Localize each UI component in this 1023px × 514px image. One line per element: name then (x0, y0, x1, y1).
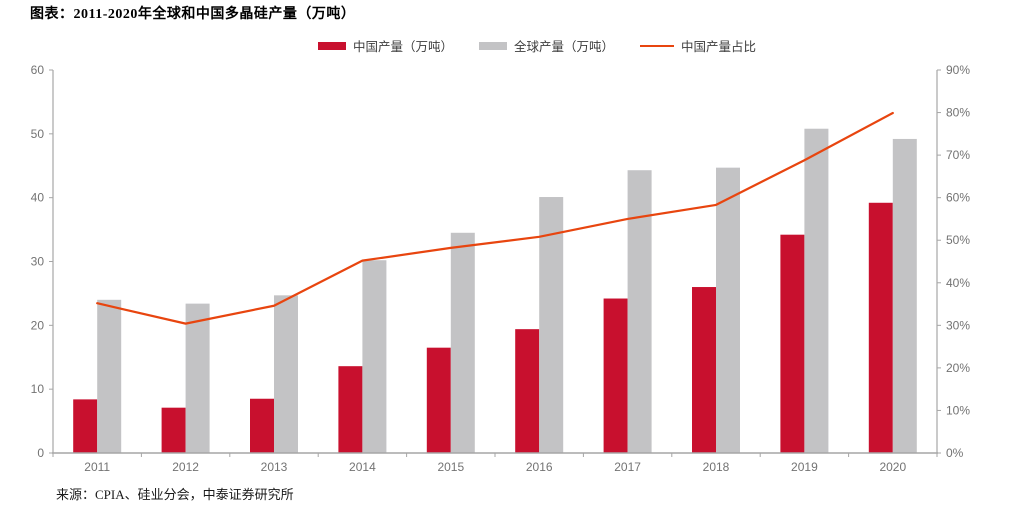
bar-china-2019 (780, 234, 805, 453)
china-share-line (96, 111, 894, 325)
y-left-tick-label: 60 (31, 63, 45, 77)
y-right-tick-label: 30% (946, 318, 970, 332)
bar-china-2011 (73, 399, 98, 453)
legend-item-0: 中国产量（万吨） (318, 36, 453, 55)
y-left-tick-label: 50 (31, 127, 45, 141)
x-tick-label-2017: 2017 (614, 460, 641, 474)
bar-global-2014 (362, 260, 387, 453)
legend-item-2: 中国产量占比 (640, 36, 756, 55)
y-right-tick-label: 60% (946, 191, 970, 205)
y-left-tick-label: 30 (31, 255, 45, 269)
bar-china-2012 (161, 407, 186, 453)
x-tick-label-2020: 2020 (879, 460, 906, 474)
x-tick-label-2019: 2019 (791, 460, 818, 474)
bar-china-2016 (515, 329, 540, 453)
y-right-tick-label: 40% (946, 276, 970, 290)
x-tick-label-2014: 2014 (349, 460, 376, 474)
y-right-tick-label: 10% (946, 403, 970, 417)
bar-global-2012 (185, 303, 210, 453)
legend-bar-swatch-icon (318, 41, 346, 50)
bar-global-2013 (274, 295, 298, 453)
bar-global-2011 (97, 299, 122, 453)
x-tick-label-2018: 2018 (703, 460, 730, 474)
bar-global-2016 (539, 197, 564, 453)
bar-global-2018 (716, 167, 740, 454)
bar-china-2014 (338, 366, 363, 453)
x-tick-label-2016: 2016 (526, 460, 553, 474)
legend-label: 中国产量占比 (681, 40, 757, 54)
chart-legend: 中国产量（万吨） 全球产量（万吨） 中国产量占比 (318, 36, 756, 55)
bar-china-2013 (250, 398, 274, 453)
x-tick-label-2012: 2012 (172, 460, 199, 474)
legend-label: 中国产量（万吨） (353, 40, 454, 54)
source-note: 来源：CPIA、硅业分会，中泰证券研究所 (56, 487, 294, 502)
y-right-tick-label: 70% (946, 148, 970, 162)
bar-china-2020 (868, 202, 893, 453)
legend-item-1: 全球产量（万吨） (479, 36, 614, 55)
chart-title: 图表：2011-2020年全球和中国多晶硅产量（万吨） (30, 7, 356, 22)
x-tick-label-2015: 2015 (437, 460, 464, 474)
y-left-tick-label: 20 (31, 318, 45, 332)
bar-china-2015 (426, 347, 451, 453)
legend-label: 全球产量（万吨） (514, 40, 615, 54)
legend-line-swatch-icon (640, 44, 675, 47)
bar-china-2018 (692, 287, 716, 453)
x-tick-label-2013: 2013 (261, 460, 288, 474)
bar-global-2017 (627, 170, 652, 454)
y-left-tick-label: 10 (31, 382, 45, 396)
bar-global-2020 (892, 138, 917, 453)
y-right-tick-label: 50% (946, 233, 970, 247)
bar-china-2017 (603, 298, 628, 453)
bar-global-2015 (450, 232, 475, 453)
y-right-tick-label: 20% (946, 361, 970, 375)
y-right-tick-label: 0% (946, 446, 964, 460)
y-left-tick-label: 0 (37, 446, 44, 460)
y-right-tick-label: 80% (946, 106, 970, 120)
y-left-tick-label: 40 (31, 191, 45, 205)
x-tick-label-2011: 2011 (84, 460, 110, 474)
y-right-tick-label: 90% (946, 63, 970, 77)
legend-bar-swatch-icon (479, 41, 508, 50)
bar-global-2019 (804, 128, 829, 453)
